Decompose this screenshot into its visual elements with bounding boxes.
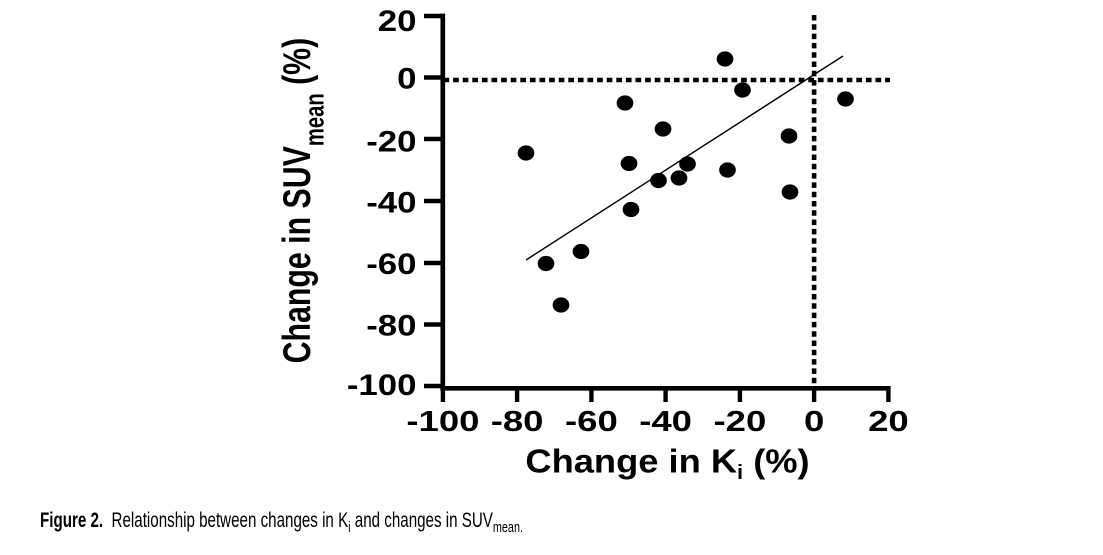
svg-text:-60: -60 — [366, 248, 416, 281]
svg-text:-20: -20 — [366, 125, 416, 158]
svg-text:Change in Ki (%): Change in Ki (%) — [525, 444, 809, 484]
svg-text:-80: -80 — [366, 309, 416, 342]
svg-text:0: 0 — [397, 62, 416, 95]
svg-text:-40: -40 — [366, 186, 416, 219]
svg-text:-40: -40 — [639, 405, 692, 438]
svg-text:-20: -20 — [714, 405, 767, 438]
svg-text:20: 20 — [378, 4, 417, 37]
svg-text:20: 20 — [868, 405, 909, 438]
svg-text:-60: -60 — [565, 405, 618, 438]
svg-text:Figure 2. Relationship betwee: Figure 2. Relationship between changes i… — [40, 508, 523, 536]
svg-text:-100: -100 — [406, 405, 479, 438]
svg-text:0: 0 — [804, 405, 824, 438]
svg-text:-80: -80 — [491, 405, 544, 438]
svg-text:-100: -100 — [347, 368, 417, 401]
